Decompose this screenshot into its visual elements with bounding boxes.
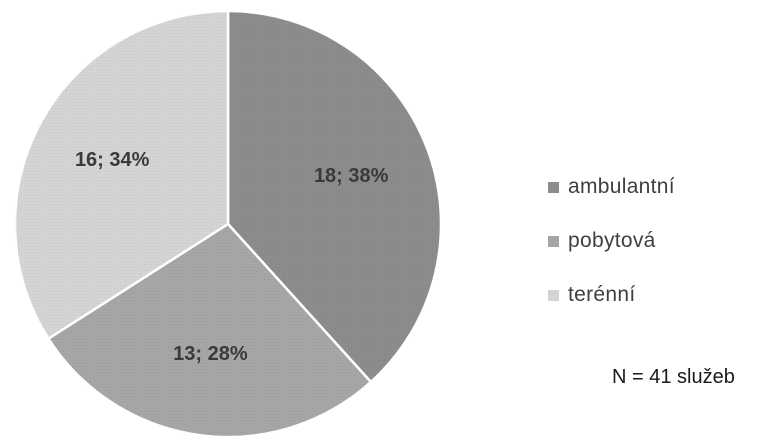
legend-item-ambulantni: ambulantní	[548, 160, 675, 214]
sample-size-note: N = 41 služeb	[612, 366, 735, 388]
pie-slice-texture	[14, 11, 228, 339]
data-label-pobytova: 13; 28%	[173, 343, 248, 365]
legend-item-terenni: terénní	[548, 268, 675, 322]
legend-item-pobytova: pobytová	[548, 214, 675, 268]
legend-label: pobytová	[568, 229, 656, 252]
legend-swatch	[548, 289, 559, 301]
pie-slice-texture	[48, 224, 371, 437]
legend-swatch	[548, 235, 559, 247]
data-label-terenni: 16; 34%	[75, 149, 150, 171]
pie-slices	[13, 9, 443, 438]
pie-slice-texture	[228, 11, 441, 382]
legend-label: terénní	[568, 283, 636, 306]
legend-swatch	[548, 181, 559, 193]
pie-data-labels: 18; 38% 13; 28% 16; 34%	[75, 149, 389, 365]
data-label-ambulantni: 18; 38%	[314, 165, 389, 187]
legend: ambulantní pobytová terénní	[548, 160, 675, 322]
legend-label: ambulantní	[568, 175, 675, 198]
